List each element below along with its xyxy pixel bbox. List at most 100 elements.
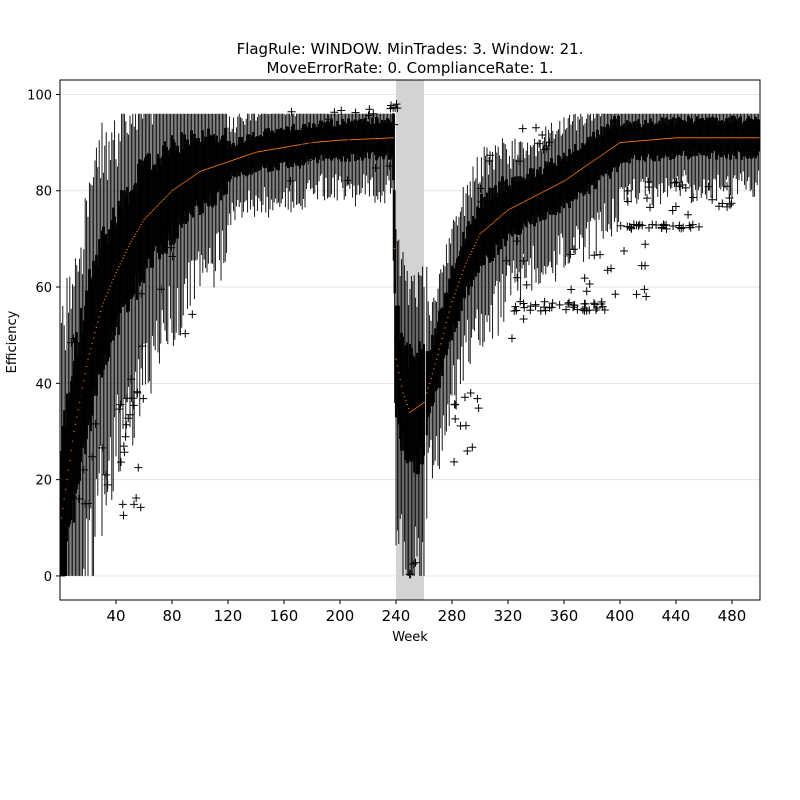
outlier-marker	[669, 221, 678, 230]
outlier-marker	[689, 193, 698, 202]
box-week	[225, 113, 228, 253]
outlier-markers	[67, 100, 736, 579]
outlier-marker	[708, 195, 717, 204]
x-tick-label: 480	[718, 607, 747, 625]
outlier-marker	[393, 104, 402, 113]
outlier-marker	[611, 290, 620, 299]
outlier-marker	[723, 182, 732, 191]
outlier-marker	[296, 160, 305, 169]
outlier-marker	[643, 194, 652, 203]
outlier-marker	[659, 220, 668, 229]
outlier-marker	[507, 334, 516, 343]
outlier-marker	[450, 400, 459, 409]
outlier-marker	[589, 299, 598, 308]
y-tick-label: 60	[35, 281, 52, 296]
outlier-marker	[286, 138, 295, 147]
outlier-marker	[616, 221, 625, 230]
outlier-marker	[675, 182, 684, 191]
outlier-marker	[126, 410, 135, 419]
outlier-marker	[538, 131, 547, 140]
outlier-marker	[181, 329, 190, 338]
outlier-marker	[343, 176, 352, 185]
outlier-marker	[127, 375, 136, 384]
outlier-marker	[179, 215, 188, 224]
outlier-marker	[451, 400, 460, 409]
outlier-marker	[188, 310, 197, 319]
outlier-marker	[121, 432, 130, 441]
box-week	[757, 113, 760, 171]
outlier-marker	[326, 130, 335, 139]
outlier-marker	[392, 100, 401, 109]
x-tick-label: 280	[438, 607, 467, 625]
outlier-marker	[570, 301, 579, 310]
outlier-marker	[623, 186, 632, 195]
outlier-marker	[681, 183, 690, 192]
box-week	[351, 113, 354, 198]
outlier-marker	[138, 342, 147, 351]
outlier-marker	[68, 404, 77, 413]
outlier-marker	[376, 146, 385, 155]
outlier-marker	[476, 184, 485, 193]
outlier-marker	[385, 161, 394, 170]
outlier-marker	[157, 285, 166, 294]
y-tick-label: 40	[35, 377, 52, 392]
outlier-marker	[641, 261, 650, 270]
outlier-marker	[129, 401, 138, 410]
outlier-marker	[541, 306, 550, 315]
outlier-marker	[641, 240, 650, 249]
outlier-marker	[91, 419, 100, 428]
outlier-marker	[72, 387, 81, 396]
box-body	[392, 113, 395, 181]
outlier-marker	[535, 139, 544, 148]
outlier-marker	[620, 247, 629, 256]
outlier-marker	[137, 272, 146, 281]
outlier-marker	[124, 414, 133, 423]
outlier-marker	[122, 420, 131, 429]
box-week	[438, 273, 441, 469]
outlier-marker	[371, 163, 380, 172]
outlier-marker	[98, 443, 107, 452]
outlier-marker	[520, 303, 529, 312]
x-tick-label: 200	[326, 607, 355, 625]
outlier-marker	[645, 223, 654, 232]
outlier-marker	[119, 511, 128, 520]
outlier-marker	[351, 108, 360, 117]
outlier-marker	[522, 280, 531, 289]
outlier-marker	[297, 137, 306, 146]
outlier-marker	[662, 224, 671, 233]
outlier-marker	[580, 306, 589, 315]
outlier-marker	[69, 334, 78, 343]
outlier-marker	[477, 197, 486, 206]
x-tick-label: 400	[606, 607, 635, 625]
x-tick-label: 80	[162, 607, 181, 625]
outlier-marker	[450, 457, 459, 466]
outlier-marker	[679, 223, 688, 232]
outlier-marker	[473, 394, 482, 403]
y-axis-label: Efficiency	[5, 310, 20, 373]
x-axis-label: Week	[392, 630, 428, 645]
outlier-marker	[632, 290, 641, 299]
outlier-marker	[648, 220, 657, 229]
outlier-marker	[668, 206, 677, 215]
outlier-marker	[357, 121, 366, 130]
outlier-marker	[532, 123, 541, 132]
outlier-marker	[519, 314, 528, 323]
outlier-marker	[468, 443, 477, 452]
outlier-marker	[132, 494, 141, 503]
outlier-marker	[569, 245, 578, 254]
x-tick-label: 160	[270, 607, 299, 625]
outlier-marker	[67, 338, 76, 347]
x-tick-label: 320	[494, 607, 523, 625]
outlier-marker	[123, 394, 132, 403]
outlier-marker	[727, 199, 736, 208]
outlier-marker	[89, 356, 98, 365]
box-body	[757, 119, 760, 152]
y-tick-label: 0	[44, 570, 52, 585]
outlier-marker	[88, 452, 97, 461]
outlier-marker	[603, 266, 612, 275]
outlier-marker	[581, 299, 590, 308]
outlier-marker	[672, 178, 681, 187]
outlier-marker	[515, 157, 524, 166]
x-axis-ticks: 40 80 120 160 200 240 280 320 360 400 440 480	[106, 600, 746, 625]
outlier-marker	[548, 299, 557, 308]
